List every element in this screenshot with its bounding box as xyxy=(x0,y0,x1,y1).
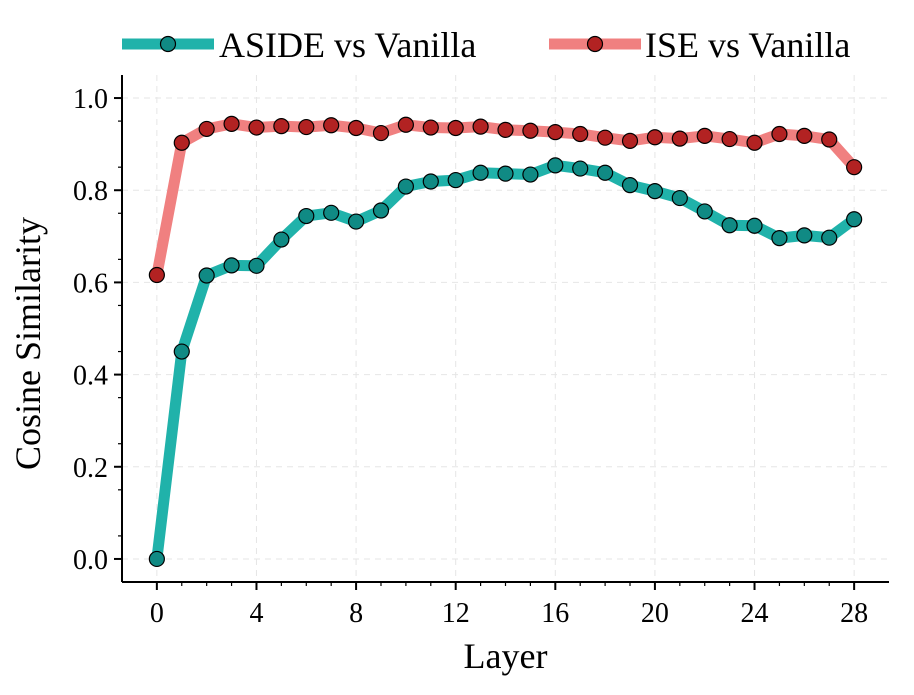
data-point xyxy=(148,266,165,284)
x-tick-label: 0 xyxy=(150,598,164,629)
x-tick-label: 16 xyxy=(541,598,569,629)
data-point xyxy=(323,204,340,221)
data-point xyxy=(397,178,414,195)
x-tick-label: 28 xyxy=(840,598,868,629)
series-layer xyxy=(148,115,863,568)
data-point xyxy=(696,203,713,220)
data-point xyxy=(746,134,763,151)
data-point xyxy=(821,131,838,148)
x-tick-label: 20 xyxy=(641,598,669,629)
data-point xyxy=(472,164,489,181)
data-point xyxy=(547,124,564,141)
x-tick-label: 8 xyxy=(349,598,363,629)
data-point xyxy=(223,115,240,132)
data-point xyxy=(572,160,589,177)
data-point xyxy=(497,165,514,182)
data-point xyxy=(248,257,265,274)
data-point xyxy=(621,132,639,150)
data-point xyxy=(522,122,539,139)
data-point xyxy=(671,130,688,147)
data-point xyxy=(597,164,614,181)
y-tick-label: 1.0 xyxy=(73,84,108,115)
data-point xyxy=(472,118,489,135)
series-0 xyxy=(148,157,863,568)
y-tick-label: 0.0 xyxy=(73,545,108,576)
legend-item-1: ISE vs Vanilla xyxy=(549,25,850,65)
data-point xyxy=(422,119,439,136)
data-point xyxy=(298,207,315,225)
data-point xyxy=(721,130,738,148)
y-tick-label: 0.2 xyxy=(73,453,108,484)
data-point xyxy=(646,129,664,146)
grid-layer xyxy=(122,75,889,582)
data-point xyxy=(846,159,863,176)
data-point xyxy=(846,211,863,228)
data-point xyxy=(347,213,365,230)
series-1 xyxy=(148,115,863,284)
data-point xyxy=(372,202,390,219)
axes-layer xyxy=(121,75,889,583)
legend-marker xyxy=(586,35,604,53)
data-point xyxy=(646,183,664,200)
data-point xyxy=(198,267,215,284)
data-point xyxy=(572,125,589,143)
y-axis-label: Cosine Similarity xyxy=(8,217,48,470)
data-point xyxy=(522,166,539,183)
data-point xyxy=(223,257,240,274)
x-axis-label: Layer xyxy=(464,636,548,676)
x-tick-label: 12 xyxy=(442,598,470,629)
data-point xyxy=(696,127,713,144)
data-point xyxy=(547,157,564,174)
data-point xyxy=(422,173,439,190)
data-point xyxy=(198,120,215,138)
data-point xyxy=(397,116,414,133)
data-point xyxy=(148,550,165,568)
data-point xyxy=(273,118,290,135)
data-point xyxy=(372,124,390,142)
legend: ASIDE vs Vanilla ISE vs Vanilla xyxy=(122,25,850,65)
data-point xyxy=(173,134,190,151)
x-tick-label: 4 xyxy=(249,598,263,629)
y-tick-label: 0.8 xyxy=(73,176,108,207)
data-point xyxy=(746,217,763,234)
data-point xyxy=(173,343,190,360)
data-point xyxy=(497,121,514,138)
data-point xyxy=(447,171,464,189)
legend-item-0: ASIDE vs Vanilla xyxy=(122,25,476,65)
y-tick-label: 0.4 xyxy=(73,361,108,392)
data-point xyxy=(597,129,614,146)
data-point xyxy=(796,227,813,244)
data-point xyxy=(771,230,788,247)
y-tick-label: 0.6 xyxy=(73,268,108,299)
data-point xyxy=(621,177,639,194)
legend-marker xyxy=(159,35,177,53)
x-tick-label: 24 xyxy=(741,598,769,629)
data-point xyxy=(796,127,813,144)
data-point xyxy=(248,119,265,136)
data-point xyxy=(447,119,464,137)
data-point xyxy=(323,117,340,134)
data-point xyxy=(347,119,365,137)
data-point xyxy=(273,231,290,248)
legend-label: ISE vs Vanilla xyxy=(645,25,850,65)
ticks-layer: 0.0 0.2 0.4 0.6 0.8 1.0 0 4 8 12 16 20 24 28 xyxy=(73,84,868,629)
data-point xyxy=(821,229,838,246)
legend-label: ASIDE vs Vanilla xyxy=(219,25,476,65)
data-point xyxy=(671,189,688,207)
data-point xyxy=(771,125,788,143)
data-point xyxy=(298,118,315,136)
data-point xyxy=(721,217,738,234)
